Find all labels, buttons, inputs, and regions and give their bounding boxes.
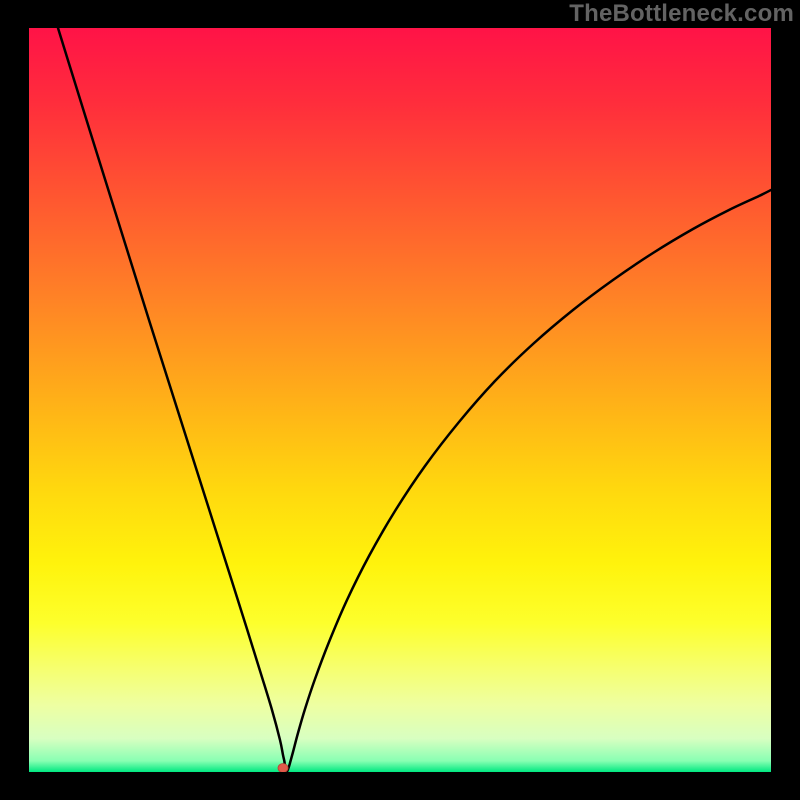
optimum-marker <box>278 764 288 773</box>
plot-area <box>29 28 771 772</box>
chart-svg <box>29 28 771 772</box>
chart-stage: TheBottleneck.com <box>0 0 800 800</box>
watermark-label: TheBottleneck.com <box>569 0 794 28</box>
gradient-background <box>29 28 771 772</box>
